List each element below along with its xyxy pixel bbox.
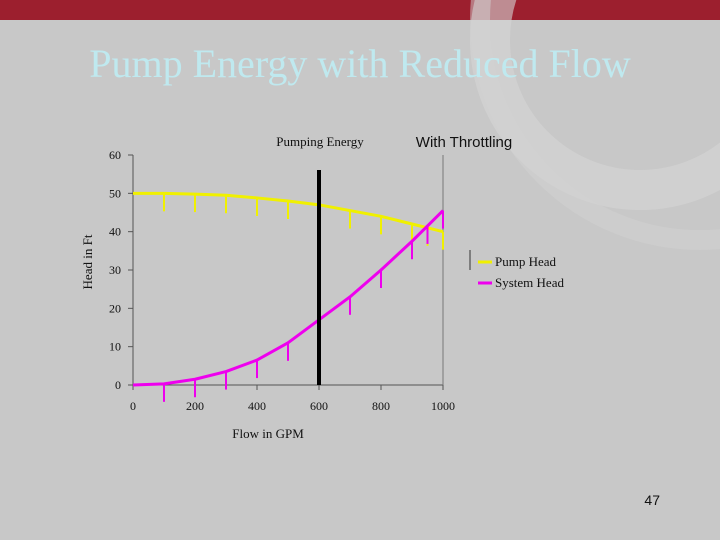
x-tick-label: 400 [248,399,266,413]
y-tick-label: 10 [109,340,121,354]
x-tick-label: 0 [130,399,136,413]
x-tick-label: 1000 [431,399,455,413]
x-tick-label: 200 [186,399,204,413]
x-tick-label: 800 [372,399,390,413]
y-axis-label: Head in Ft [80,234,95,289]
y-tick-label: 0 [115,378,121,392]
page-number: 47 [644,492,660,508]
legend-label-system-head: System Head [495,275,564,290]
slide-title: Pump Energy with Reduced Flow [89,41,631,86]
x-axis-label: Flow in GPM [232,426,304,441]
y-tick-label: 30 [109,263,121,277]
y-tick-label: 60 [109,148,121,162]
y-tick-label: 20 [109,301,121,315]
series-line-pump-head [133,191,444,234]
x-tick-label: 600 [310,399,328,413]
y-tick-label: 40 [109,225,121,239]
legend-label-pump-head: Pump Head [495,254,557,269]
chart-annotation: With Throttling [416,134,512,151]
series-line-system-head [132,209,445,387]
chart-title: Pumping Energy [276,134,364,149]
y-tick-label: 50 [109,186,121,200]
header-bar [0,0,720,20]
